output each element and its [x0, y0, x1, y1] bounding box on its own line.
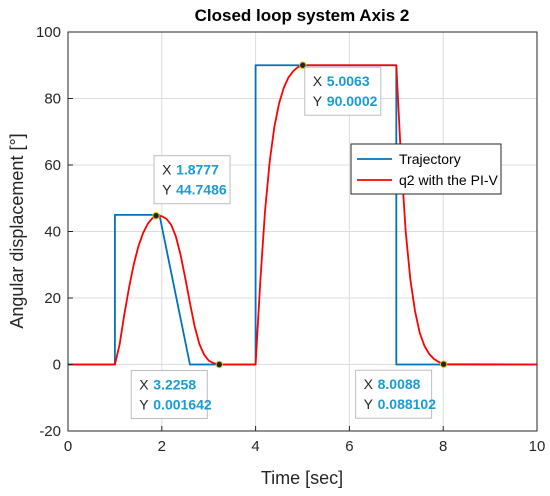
x-tick-label: 4: [251, 438, 259, 455]
legend-entry-label: Trajectory: [399, 151, 461, 167]
x-tick-label: 0: [64, 438, 72, 455]
datatip-x-label: X: [162, 162, 172, 178]
legend: Trajectory q2 with the PI-V: [350, 143, 502, 195]
x-tick-label: 6: [345, 438, 353, 455]
datatip-y-value: 0.001642: [153, 396, 212, 412]
y-tick-label: -20: [39, 423, 61, 440]
legend-entry-label: q2 with the PI-V: [399, 172, 498, 188]
datatip-x-value: 5.0063: [327, 73, 370, 89]
datatip-marker[interactable]: [215, 360, 223, 369]
datatip-marker[interactable]: [439, 360, 448, 368]
y-tick-label: 100: [36, 24, 61, 41]
datatip-y-value: 44.7486: [176, 182, 227, 198]
x-tick-label: 10: [529, 438, 546, 455]
datatip-y-label: Y: [162, 182, 172, 198]
y-tick-label: 60: [44, 157, 61, 174]
datatip-x-value: 3.2258: [153, 376, 196, 392]
y-tick-label: 80: [44, 91, 61, 108]
x-axis-label: Time [sec]: [261, 468, 343, 488]
datatip-box: [355, 369, 433, 419]
datatip-y-value: 90.0002: [327, 93, 378, 109]
datatip-y-value: 0.088102: [378, 396, 437, 412]
y-tick-label: 20: [44, 290, 61, 307]
datatip-box: [130, 369, 208, 419]
datatip-x-label: X: [313, 73, 323, 89]
datatip-y-label: Y: [313, 93, 323, 109]
datatip-x-value: 1.8777: [176, 162, 219, 178]
datatip-y-label: Y: [364, 396, 374, 412]
x-tick-label: 2: [158, 438, 166, 455]
chart-title: Closed loop system Axis 2: [195, 6, 410, 25]
datatip-y-label: Y: [139, 396, 149, 412]
datatip-x-label: X: [364, 376, 374, 392]
y-tick-label: 40: [44, 224, 61, 241]
y-tick-label: 0: [53, 357, 61, 374]
y-axis-label: Angular displacement [°]: [7, 133, 27, 328]
legend-box: [350, 143, 502, 195]
datatip-x-label: X: [139, 376, 149, 392]
datatip-box: [153, 155, 231, 205]
datatip-x-value: 8.0088: [378, 376, 421, 392]
x-tick-label: 8: [439, 438, 447, 455]
datatip-marker[interactable]: [152, 212, 160, 220]
datatip-box: [304, 66, 382, 116]
